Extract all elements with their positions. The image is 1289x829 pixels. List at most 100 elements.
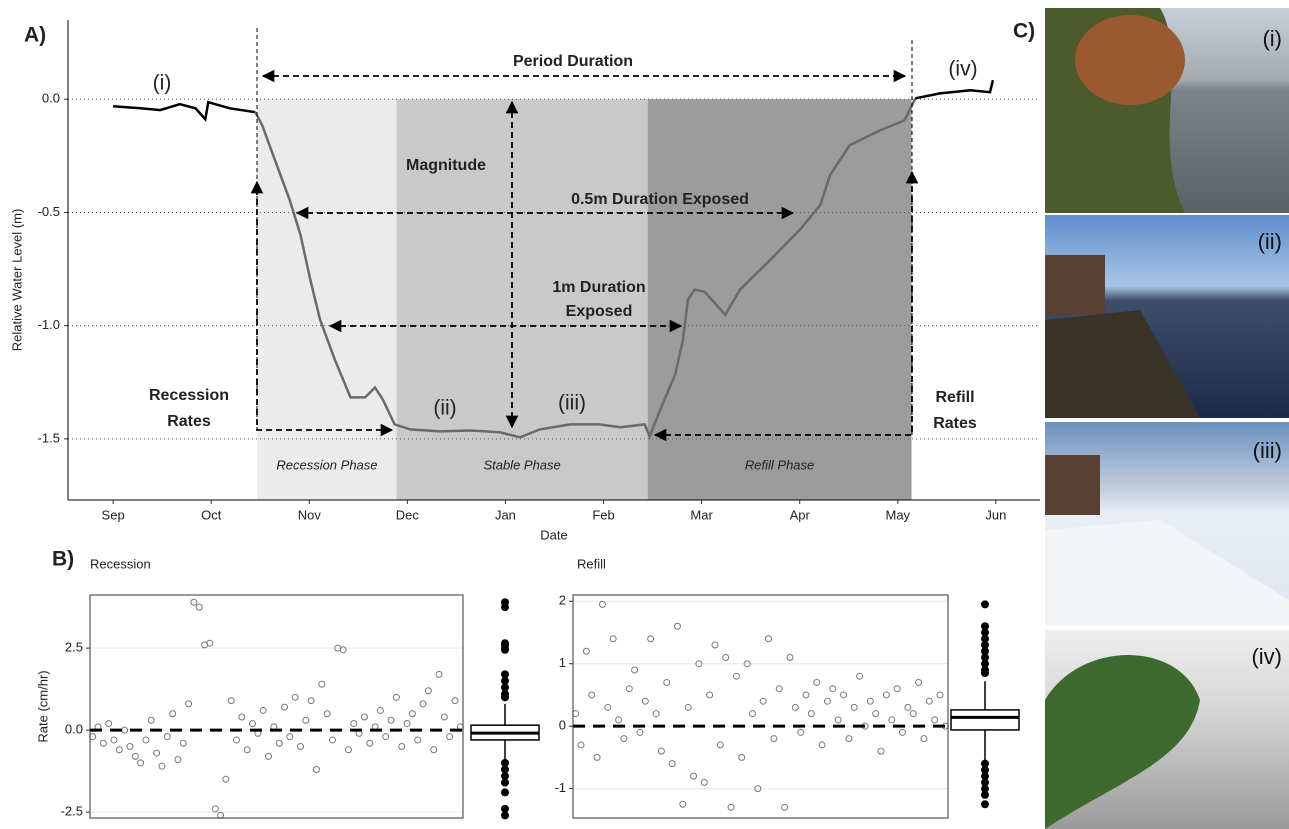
rate-point [430,746,438,754]
x-tick-label: Sep [102,507,125,522]
rate-point [609,635,617,643]
rate-point [909,710,917,718]
annotation: Rates [933,415,977,432]
rate-point [211,805,219,813]
rate-point [105,720,113,728]
photo-trees [1045,655,1200,829]
x-tick-label: Feb [592,507,614,522]
rate-point [604,703,612,711]
rate-point [845,735,853,743]
panel-label: B) [52,548,74,571]
phase-label: Stable Phase [483,457,560,472]
rate-point [598,600,606,608]
rate-point [829,685,837,693]
rate-point [802,691,810,699]
rate-point [834,716,842,724]
rate-point [700,778,708,786]
photo-label: (i) [1262,26,1282,51]
rate-point [238,713,246,721]
panel-a: Recession Phase Stable Phase Refill Phase 0… [9,20,1040,542]
rate-point [657,747,665,755]
photo-snow [1045,520,1289,626]
rate-point [286,733,294,741]
box-outlier [981,790,989,799]
photo-trees [1075,15,1185,105]
rate-point [179,739,187,747]
rate-point [706,691,714,699]
box-outlier [501,765,509,774]
phase-label: Recession Phase [276,457,377,472]
rate-point [813,678,821,686]
rate-point [641,697,649,705]
rate-point [668,760,676,768]
rate-point [350,720,358,728]
rate-point [748,710,756,718]
photo-shore [1045,310,1200,418]
rate-point [673,622,681,630]
rate-point [791,703,799,711]
plot-area [90,595,463,818]
box-outlier [981,772,989,781]
frame [89,594,464,819]
rate-point [636,728,644,736]
y-tick-label: -2.5 [61,804,83,819]
rate-point [323,710,331,718]
box-outlier [981,669,989,678]
y-tick-label: 2 [559,593,566,608]
x-tick-label: Apr [790,507,811,522]
rate-point [898,728,906,736]
rate-point [376,706,384,714]
x-tick-label: May [885,507,910,522]
rate-point [142,736,150,744]
phase-band [396,99,648,500]
y-tick-label: -1.0 [38,317,60,332]
rate-point [615,716,623,724]
annotation: (iii) [558,392,586,415]
rate-point [647,635,655,643]
box-outlier [501,804,509,813]
box-outlier [981,765,989,774]
rate-point [387,716,395,724]
box-outlier [981,800,989,809]
y-tick-label: 1 [559,655,566,670]
panel-title: Recession [90,556,151,571]
rate-point [147,716,155,724]
panel-b-plot: -2.5 0.0 2.5 Recession Rate (cm/hr) [35,556,540,820]
phase-band [257,99,397,500]
frame [572,594,949,819]
box-outlier [501,693,509,702]
rate-point [110,736,118,744]
annotation: Recession [149,387,229,404]
rate-point [588,691,596,699]
y-tick-label: 0.0 [65,722,83,737]
box-outlier [501,788,509,797]
rate-point [652,710,660,718]
y-tick-label: 0.0 [42,91,60,106]
rate-point [222,775,230,783]
photo-house [1045,255,1105,315]
phase-label: Refill Phase [745,457,814,472]
rate-point [663,678,671,686]
box-outlier [981,640,989,649]
rate-point [227,697,235,705]
annotation: (ii) [433,397,456,420]
rate-point [727,803,735,811]
box-outlier [501,772,509,781]
y-tick-label: 2.5 [65,640,83,655]
rate-point [99,739,107,747]
rate-point [195,603,203,611]
rate-point [893,685,901,693]
photo-label: (iv) [1251,644,1282,669]
annotation: Rates [167,413,211,430]
y-tick-label: -1 [554,780,566,795]
rate-point [233,736,241,744]
box [950,709,1020,731]
plot-area [573,595,948,818]
rate-point [312,765,320,773]
rate-point [206,639,214,647]
rate-point [163,733,171,741]
rate-point [823,697,831,705]
rate-point [435,670,443,678]
rate-point [403,720,411,728]
x-tick-label: Dec [396,507,420,522]
